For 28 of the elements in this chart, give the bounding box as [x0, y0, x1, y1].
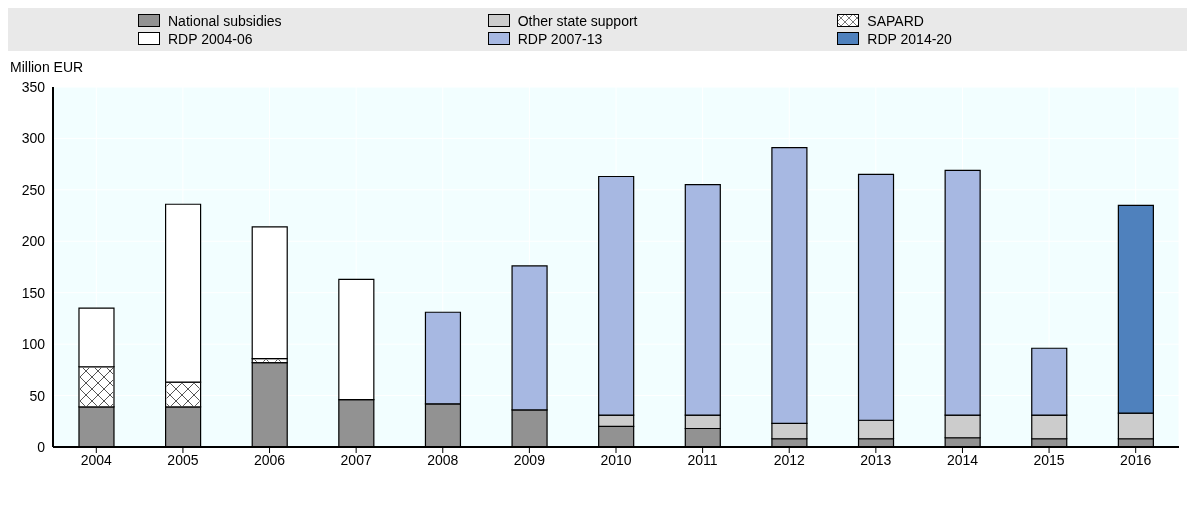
legend-label: SAPARD: [867, 12, 924, 29]
legend-label: Other state support: [517, 12, 638, 29]
x-tick-label: 2010: [600, 451, 632, 468]
legend-label: RDP 2007-13: [517, 30, 603, 47]
x-tick-label: 2007: [340, 451, 372, 468]
x-tick-label: 2016: [1120, 451, 1152, 468]
y-tick-label: 300: [21, 130, 46, 147]
y-tick-label: 350: [21, 78, 46, 95]
legend-label: RDP 2014-20: [867, 30, 952, 47]
x-tick-label: 2011: [687, 451, 718, 468]
y-axis-title: Million EUR: [10, 59, 85, 77]
x-tick-label: 2015: [1033, 451, 1065, 468]
legend-label: RDP 2004-06: [168, 30, 253, 47]
x-tick-label: 2004: [80, 451, 113, 468]
y-tick-label: 100: [21, 336, 46, 353]
x-tick-label: 2014: [946, 451, 979, 468]
legend-label: National subsidies: [168, 12, 282, 29]
y-tick-label: 150: [21, 284, 46, 301]
x-tick-label: 2009: [513, 451, 546, 468]
y-tick-label: 250: [21, 181, 46, 198]
x-tick-label: 2005: [167, 451, 199, 468]
y-tick-label: 200: [21, 233, 46, 250]
x-tick-label: 2013: [860, 451, 892, 468]
x-tick-label: 2008: [427, 451, 459, 468]
x-tick-label: 2006: [253, 451, 286, 468]
y-tick-label: 0: [37, 438, 46, 455]
x-tick-label: 2012: [773, 451, 806, 468]
y-tick-label: 50: [29, 387, 46, 404]
